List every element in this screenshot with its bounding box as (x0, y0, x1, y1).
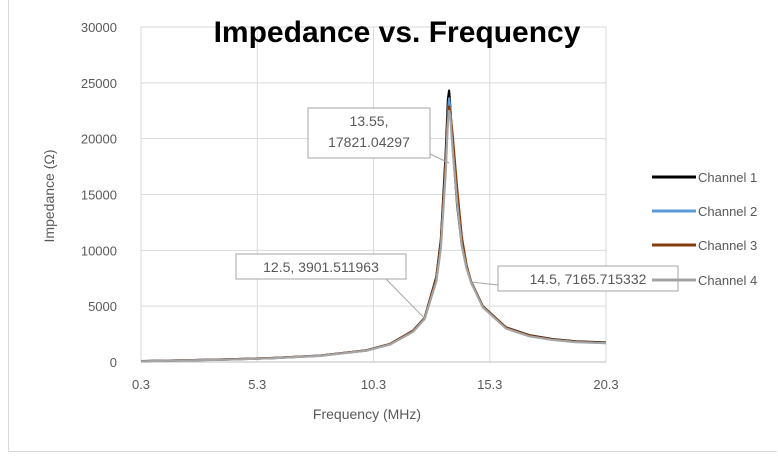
legend-label: Channel 2 (698, 204, 757, 219)
legend-label: Channel 1 (698, 170, 757, 185)
y-tick-label: 20000 (81, 132, 117, 147)
annotation-box (235, 253, 407, 280)
y-tick-label: 0 (110, 355, 117, 370)
x-tick-label: 15.3 (477, 377, 502, 392)
data-label: 17821.04297 (328, 134, 410, 150)
data-label: 14.5, 7165.715332 (530, 271, 647, 287)
annotation-box (497, 265, 679, 292)
chart-frame (8, 0, 777, 452)
x-tick-label: 10.3 (361, 377, 386, 392)
annotation-leader-line (471, 281, 499, 286)
data-label: 13.55, (350, 113, 389, 129)
legend-label: Channel 3 (698, 238, 757, 253)
y-tick-label: 15000 (81, 188, 117, 203)
y-tick-label: 25000 (81, 76, 117, 91)
x-tick-label: 5.3 (248, 377, 266, 392)
legend-label: Channel 4 (698, 273, 757, 288)
data-label: 12.5, 3901.511963 (263, 259, 379, 275)
series-line-channel-4 (140, 109, 607, 363)
y-tick-label: 30000 (81, 20, 117, 35)
y-tick-label: 5000 (88, 299, 117, 314)
x-tick-label: 20.3 (593, 377, 618, 392)
x-axis-label: Frequency (MHz) (313, 406, 421, 422)
x-tick-label: 0.3 (132, 377, 150, 392)
chart-title: Impedance vs. Frequency (214, 16, 581, 49)
y-axis-label: Impedance (Ω) (41, 150, 57, 243)
y-tick-label: 10000 (81, 243, 117, 258)
annotation-box (307, 107, 431, 159)
annotation-leader-line (429, 153, 450, 164)
annotation-leader-line (385, 278, 426, 319)
